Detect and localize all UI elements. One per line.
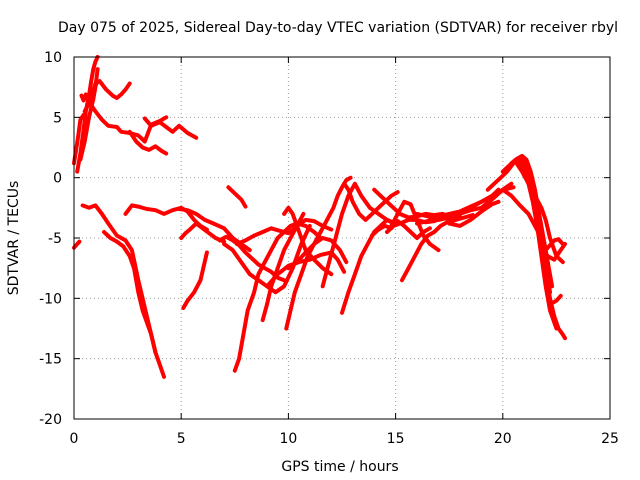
series-line-s3 xyxy=(75,55,100,174)
x-tick-label: 5 xyxy=(177,431,186,447)
series-line-s45 xyxy=(548,293,563,307)
y-axis-label: SDTVAR / TECUs xyxy=(6,181,22,296)
series-line-s11 xyxy=(102,230,158,355)
series-line-s26 xyxy=(320,181,398,289)
series-line-s14 xyxy=(181,250,209,310)
y-tick-label: 0 xyxy=(53,171,62,187)
series-line-s43 xyxy=(535,223,567,341)
y-tick-label: -5 xyxy=(48,231,62,247)
series-line-s33 xyxy=(400,213,475,283)
x-tick-label: 25 xyxy=(601,431,619,447)
series-line-s41 xyxy=(500,187,565,253)
series-line-s44 xyxy=(539,242,567,262)
series-line-s36 xyxy=(415,185,516,226)
x-tick-label: 20 xyxy=(494,431,512,447)
axis-ticks: 0 5 10 15 20 25 -20 -15 -10 -5 0 5 10 xyxy=(39,50,619,447)
series-line-s32 xyxy=(389,199,441,253)
data-series-group xyxy=(72,55,567,379)
series-line-s37 xyxy=(447,199,501,228)
chart-title: Day 075 of 2025, Sidereal Day-to-day VTE… xyxy=(58,20,618,36)
x-tick-label: 15 xyxy=(387,431,405,447)
x-tick-label: 0 xyxy=(70,431,79,447)
series-line-s9 xyxy=(142,116,199,140)
grid xyxy=(74,57,610,419)
series-line-s15 xyxy=(179,221,227,244)
series-line-s42 xyxy=(513,160,565,265)
series-line-s23 xyxy=(265,250,347,289)
y-tick-label: -15 xyxy=(39,352,62,368)
series-line-s28 xyxy=(340,217,396,315)
series-line-s8 xyxy=(127,129,169,156)
series-line-s30 xyxy=(372,187,445,220)
series-line-s16 xyxy=(226,185,248,209)
series-line-s21 xyxy=(234,217,334,246)
y-tick-label: -10 xyxy=(39,291,62,307)
series-line-s22 xyxy=(284,175,353,331)
series-line-s12 xyxy=(123,203,209,232)
x-axis-label: GPS time / hours xyxy=(281,459,398,475)
series-line-s1 xyxy=(72,239,82,250)
series-line-s27 xyxy=(342,181,400,222)
series-line-s24 xyxy=(286,236,349,271)
y-tick-label: -20 xyxy=(39,412,62,428)
series-line-s6 xyxy=(82,79,132,114)
series-line-s25 xyxy=(282,205,334,277)
y-tick-label: 5 xyxy=(53,110,62,126)
series-line-s17 xyxy=(217,234,287,283)
y-tick-label: 10 xyxy=(44,50,62,66)
series-line-s10 xyxy=(80,203,166,379)
series-line-s40 xyxy=(509,156,559,331)
x-tick-label: 10 xyxy=(279,431,297,447)
series-line-s18 xyxy=(232,221,323,373)
